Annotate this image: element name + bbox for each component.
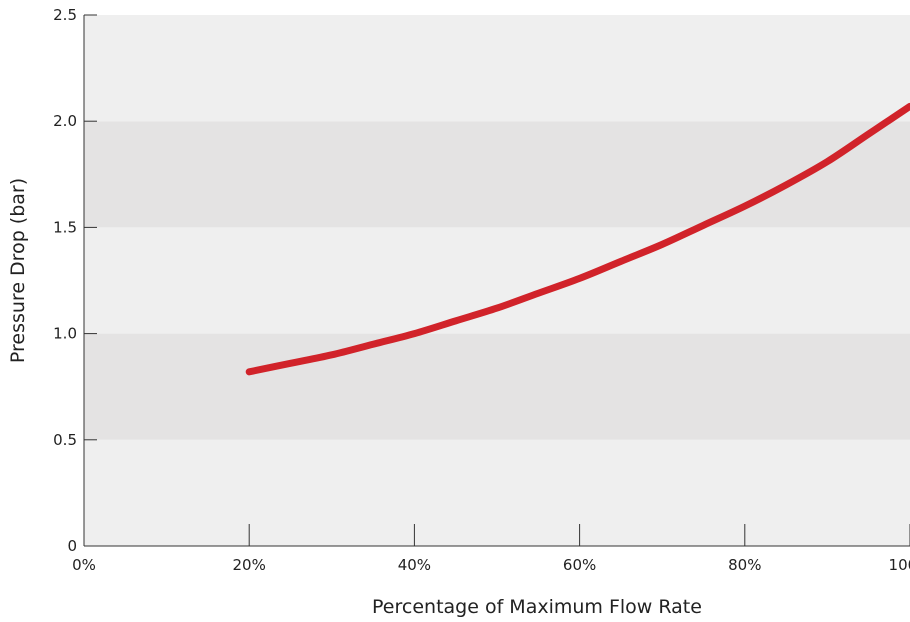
background-band [84, 121, 910, 228]
x-axis-ticks: 0% 20% 40% 60% 80% 100% [72, 524, 910, 574]
series-line [245, 102, 910, 376]
x-tick-label: 20% [233, 556, 266, 574]
background-bands [84, 15, 910, 546]
y-tick-label: 0.5 [53, 431, 77, 449]
background-band [84, 15, 910, 122]
x-tick-label: 40% [398, 556, 431, 574]
background-band [84, 227, 910, 334]
x-tick-label: 60% [563, 556, 596, 574]
axes [83, 15, 910, 547]
series-layer [245, 102, 910, 376]
y-tick-label: 2.5 [53, 6, 77, 24]
x-axis-title: Percentage of Maximum Flow Rate [372, 596, 702, 618]
x-tick-label: 100% [889, 556, 910, 574]
y-axis-title: Pressure Drop (bar) [7, 178, 29, 363]
background-band [84, 439, 910, 546]
y-tick-label: 2.0 [53, 112, 77, 130]
y-tick-label: 1.0 [53, 325, 77, 343]
x-tick-label: 0% [72, 556, 96, 574]
y-axis-ticks: 0 0.5 1.0 1.5 2.0 2.5 [53, 6, 97, 555]
background-band [84, 333, 910, 440]
y-tick-label: 1.5 [53, 218, 77, 236]
y-tick-label: 0 [67, 537, 77, 555]
x-tick-label: 80% [728, 556, 761, 574]
